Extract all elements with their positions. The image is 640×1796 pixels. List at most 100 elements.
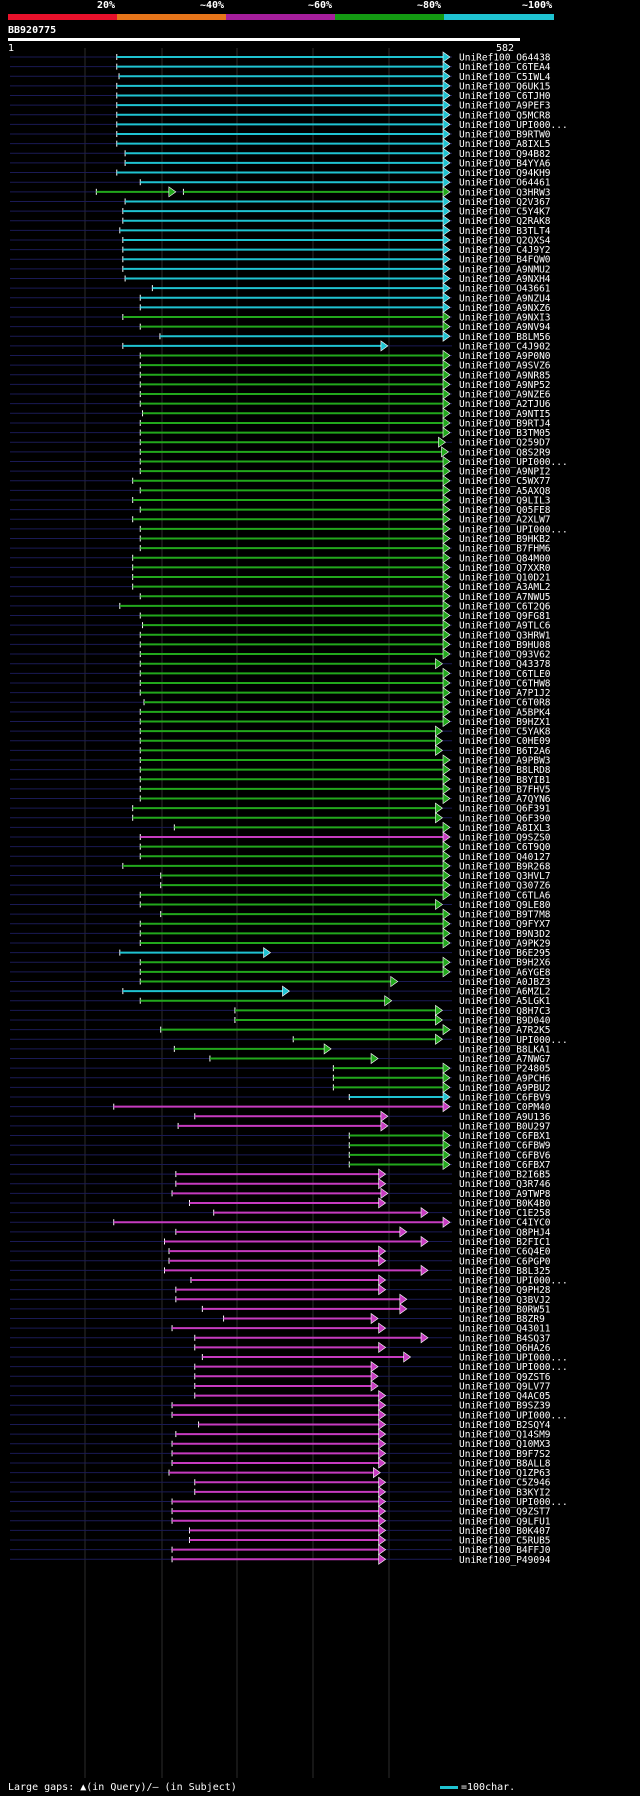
hit-id-label: UniRef100_Q3HRW3: [459, 187, 551, 198]
hit-id-label: UniRef100_A2XLW7: [459, 515, 551, 526]
hit-arrowhead: [442, 321, 451, 333]
hit-arrowhead: [378, 1322, 387, 1334]
hit-arrowhead: [435, 1014, 443, 1026]
hit-arrowhead: [420, 1235, 429, 1248]
query-name: BB920775: [8, 25, 57, 36]
hit-arrowhead: [442, 349, 451, 362]
hit-arrowhead: [378, 1553, 387, 1565]
hit-arrowhead: [442, 272, 451, 285]
hit-arrowhead: [442, 205, 451, 217]
hit-id-label: UniRef100_Q94KH9: [459, 168, 551, 179]
hit-arrowhead: [442, 773, 451, 785]
hit-arrowhead: [378, 1428, 387, 1440]
hit-arrowhead: [399, 1293, 408, 1305]
hit-id-label: UniRef100_C0HE09: [459, 736, 551, 747]
hit-arrowhead: [442, 1139, 451, 1151]
hit-id-label: UniRef100_A9PCH6: [459, 1073, 551, 1084]
hit-id-label: UniRef100_C6THW8: [459, 678, 551, 689]
hit-arrowhead: [378, 1447, 387, 1459]
hit-id-label: UniRef100_C6TLE0: [459, 669, 551, 680]
hit-arrowhead: [380, 1110, 389, 1122]
hit-arrowhead: [378, 1534, 387, 1546]
hit-id-label: UniRef100_Q3HVL7: [459, 871, 551, 882]
hit-arrowhead: [442, 138, 451, 150]
hit-id-label: UniRef100_A9PK29: [459, 938, 551, 949]
hit-arrowhead: [442, 70, 451, 82]
hit-arrowhead: [442, 609, 451, 622]
hit-id-label: UniRef100_Q84M00: [459, 553, 551, 564]
hit-id-label: UniRef100_C6FBX1: [459, 1131, 551, 1142]
hit-id-label: UniRef100_Q14SM9: [459, 1430, 551, 1441]
hit-arrowhead: [370, 1361, 379, 1373]
hit-id-label: UniRef100_A9NZU4: [459, 293, 551, 304]
hit-id-label: UniRef100_C5RUB5: [459, 1536, 551, 1547]
hit-arrowhead: [442, 253, 451, 265]
hit-id-label: UniRef100_Q1ZP63: [459, 1468, 551, 1479]
hit-id-label: UniRef100_P49094: [459, 1555, 551, 1566]
hit-id-label: UniRef100_B4FFJ0: [459, 1545, 551, 1556]
hit-arrowhead: [323, 1043, 332, 1055]
hit-arrowhead: [442, 581, 451, 593]
hit-arrowhead: [442, 523, 451, 535]
hit-id-label: UniRef100_A5LGK1: [459, 996, 551, 1007]
hit-id-label: UniRef100_B7FHM6: [459, 544, 551, 555]
hit-id-label: UniRef100_A9SVZ6: [459, 361, 551, 372]
hit-arrowhead: [370, 1312, 379, 1325]
hit-id-label: UniRef100_A9PBU2: [459, 1083, 551, 1094]
hit-arrowhead: [442, 292, 451, 304]
legend-segment: [117, 14, 227, 20]
hit-arrowhead: [442, 860, 451, 872]
hit-id-label: UniRef100_UPI000...: [459, 120, 568, 131]
hit-arrowhead: [442, 166, 451, 179]
hit-id-label: UniRef100_B9H2X6: [459, 958, 551, 969]
hit-id-label: UniRef100_Q9ZST6: [459, 1372, 551, 1383]
hit-arrowhead: [442, 686, 451, 699]
hit-arrowhead: [442, 1072, 451, 1084]
hit-id-label: UniRef100_B2I6B5: [459, 1170, 551, 1181]
hit-id-label: UniRef100_C1E258: [459, 1208, 551, 1219]
hit-id-label: UniRef100_C6TEA4: [459, 62, 551, 73]
hit-id-label: UniRef100_C5WX77: [459, 476, 551, 487]
hit-id-label: UniRef100_UPI000...: [459, 1035, 568, 1046]
hit-id-label: UniRef100_B3TLT4: [459, 226, 551, 237]
hit-arrowhead: [435, 1004, 443, 1016]
hit-arrowhead: [378, 1524, 387, 1536]
hit-arrowhead: [378, 1178, 387, 1190]
hit-arrowhead: [442, 1216, 451, 1228]
hit-arrowhead: [370, 1380, 379, 1392]
hit-arrowhead: [442, 792, 451, 805]
hit-id-label: UniRef100_B6E295: [459, 948, 551, 959]
hit-id-label: UniRef100_A9NR85: [459, 370, 551, 381]
hit-arrowhead: [442, 590, 451, 602]
hit-arrowhead: [442, 629, 451, 641]
hit-arrowhead: [442, 831, 451, 843]
legend-segment: [226, 14, 336, 20]
scale-label: =100char.: [461, 1782, 516, 1793]
hit-arrowhead: [442, 118, 451, 130]
hit-id-label: UniRef100_Q43378: [459, 659, 551, 670]
hit-id-label: UniRef100_Q6F390: [459, 813, 551, 824]
gap-legend-footer: Large gaps: ▲(in Query)/– (in Subject): [8, 1782, 237, 1793]
hit-arrowhead: [378, 1389, 387, 1402]
hit-arrowhead: [442, 417, 451, 429]
hit-arrowhead: [442, 918, 451, 930]
hit-id-label: UniRef100_B0U297: [459, 1121, 551, 1132]
hit-id-label: UniRef100_A2TJU6: [459, 399, 551, 410]
hit-id-label: UniRef100_Q9FYX7: [459, 919, 551, 930]
hit-arrowhead: [442, 1062, 451, 1074]
hit-id-label: UniRef100_B8L325: [459, 1266, 551, 1277]
hit-arrowhead: [378, 1197, 387, 1209]
hit-arrowhead: [442, 465, 451, 477]
hit-arrowhead: [442, 1129, 451, 1142]
hit-id-label: UniRef100_UPI000...: [459, 1353, 568, 1364]
hit-id-label: UniRef100_UPI000...: [459, 1276, 568, 1287]
hit-arrowhead: [442, 61, 451, 73]
hit-arrowhead: [442, 600, 451, 612]
hit-id-label: UniRef100_A3AML2: [459, 582, 551, 593]
hit-id-label: UniRef100_B0K407: [459, 1526, 551, 1537]
hit-arrowhead: [403, 1351, 412, 1363]
hit-id-label: UniRef100_B9SZ39: [459, 1401, 551, 1412]
hit-arrowhead: [435, 802, 443, 814]
hit-id-label: UniRef100_Q10D21: [459, 573, 551, 584]
hit-arrowhead: [378, 1168, 387, 1180]
